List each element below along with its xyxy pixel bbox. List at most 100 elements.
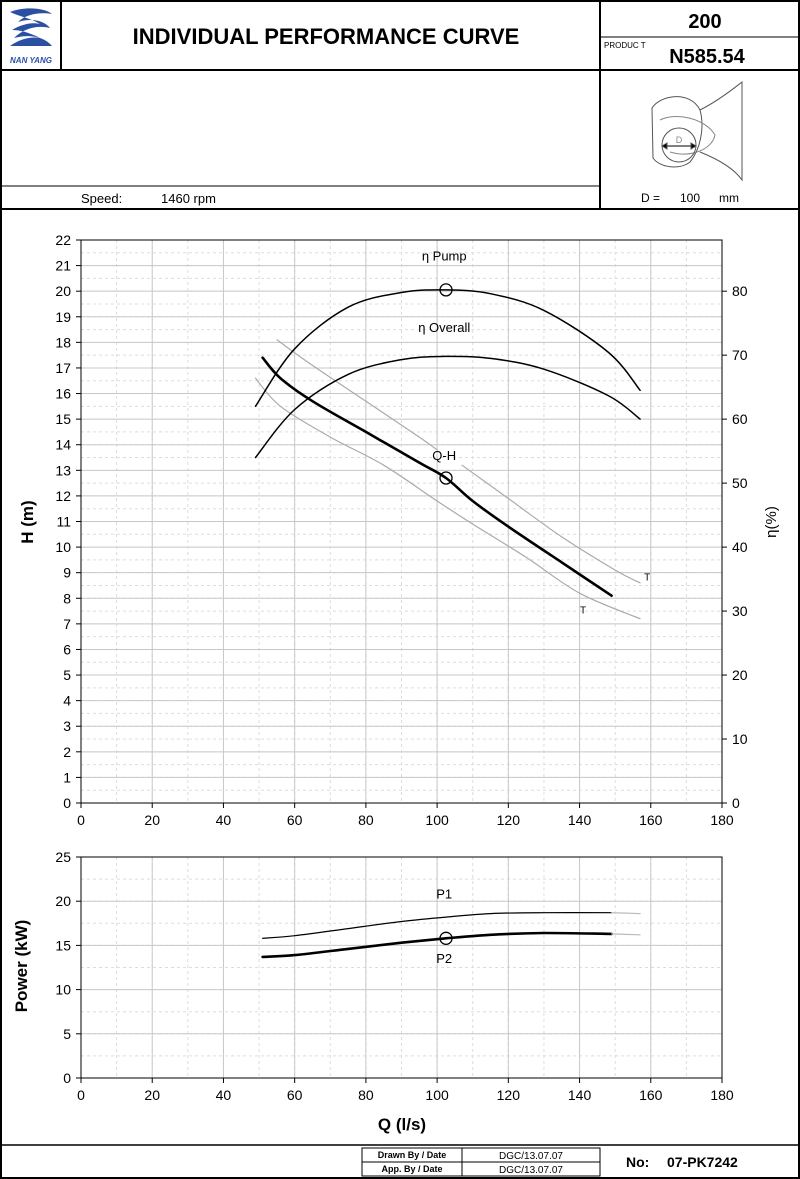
y2-tick-label: 80 bbox=[732, 283, 748, 299]
series-line-tolerance-2 bbox=[276, 339, 438, 451]
y-tick-label: 19 bbox=[55, 309, 71, 325]
power-chart-frame bbox=[80, 856, 723, 1079]
y-tick-label: 25 bbox=[55, 849, 71, 865]
duty-point-qh-marker bbox=[439, 471, 453, 485]
flow-axis-label: Q (l/s) bbox=[378, 1115, 426, 1134]
y-tick-label: 9 bbox=[63, 565, 71, 581]
head-chart-annotations: Q-H η Pump η Overall T T bbox=[418, 248, 650, 616]
product-code: N585.54 bbox=[669, 46, 745, 68]
series-line-p2 bbox=[611, 933, 641, 936]
page-title: INDIVIDUAL PERFORMANCE CURVE bbox=[133, 24, 520, 49]
power-chart-annotations: P1 P2 bbox=[436, 887, 453, 966]
efficiency-axis-label: η(%) bbox=[763, 506, 780, 538]
x-tick-label: 100 bbox=[425, 1087, 449, 1103]
x-tick-label: 0 bbox=[77, 812, 85, 828]
nanyang-logo: NAN YANG bbox=[10, 8, 52, 65]
y-tick-label: 2 bbox=[63, 744, 71, 760]
x-tick-label: 160 bbox=[639, 1087, 663, 1103]
series-line-p2 bbox=[261, 931, 613, 959]
impeller-blade-icon bbox=[651, 96, 703, 168]
x-tick-label: 60 bbox=[287, 812, 303, 828]
approved-by-label: App. By / Date bbox=[381, 1164, 442, 1174]
series-line-p1 bbox=[262, 912, 613, 939]
diameter-unit: mm bbox=[719, 191, 739, 205]
series-line-overall bbox=[254, 355, 641, 459]
x-tick-label: 40 bbox=[216, 812, 232, 828]
series-line-tolerance-3 bbox=[461, 464, 641, 584]
curve-label: T bbox=[580, 606, 586, 617]
drawn-by-value: DGC/13.07.07 bbox=[499, 1151, 563, 1162]
power-chart-grid bbox=[80, 856, 723, 1079]
y-tick-label: 5 bbox=[63, 1026, 71, 1042]
y2-tick-label: 40 bbox=[732, 539, 748, 555]
x-tick-label: 180 bbox=[710, 812, 734, 828]
y2-tick-label: 30 bbox=[732, 603, 748, 619]
x-tick-label: 80 bbox=[358, 1087, 374, 1103]
x-tick-label: 120 bbox=[497, 1087, 521, 1103]
y-tick-label: 4 bbox=[63, 693, 71, 709]
y-tick-label: 10 bbox=[55, 982, 71, 998]
x-tick-label: 100 bbox=[425, 812, 449, 828]
x-tick-label: 80 bbox=[358, 812, 374, 828]
curve-label: P2 bbox=[436, 951, 452, 966]
head-chart-ticks: 0 20 40 60 80 100 120 140 160 1800123456789101112… bbox=[55, 232, 747, 828]
y2-tick-label: 10 bbox=[732, 731, 748, 747]
x-tick-label: 120 bbox=[497, 812, 521, 828]
y-tick-label: 10 bbox=[55, 539, 71, 555]
series-line-tolerance-1 bbox=[254, 377, 641, 620]
series-line-p1 bbox=[611, 912, 641, 915]
curve-label: T bbox=[644, 572, 650, 583]
y-tick-label: 20 bbox=[55, 893, 71, 909]
duty-point-power-marker bbox=[439, 931, 453, 945]
x-tick-label: 60 bbox=[287, 1087, 303, 1103]
x-tick-label: 140 bbox=[568, 812, 592, 828]
y-tick-label: 18 bbox=[55, 334, 71, 350]
head-efficiency-chart: 0 20 40 60 80 100 120 140 160 1800123456789101112… bbox=[18, 232, 780, 828]
x-tick-label: 160 bbox=[639, 812, 663, 828]
series-line-pump bbox=[254, 289, 641, 408]
logo-mark-icon bbox=[10, 8, 52, 46]
y-tick-label: 16 bbox=[55, 386, 71, 402]
impeller-shroud-icon bbox=[699, 80, 743, 182]
head-axis-label: H (m) bbox=[18, 500, 37, 543]
impeller-hub-icon bbox=[661, 127, 697, 163]
power-chart-ticks: 0 20 40 60 80 100 120 140 160 180 0 5 10 15 20 25 bbox=[55, 849, 733, 1103]
x-tick-label: 180 bbox=[710, 1087, 734, 1103]
x-tick-label: 20 bbox=[144, 812, 160, 828]
drawn-by-label: Drawn By / Date bbox=[378, 1150, 447, 1160]
curve-label: η Overall bbox=[418, 320, 470, 335]
logo-text: NAN YANG bbox=[10, 56, 52, 65]
y-tick-label: 12 bbox=[55, 488, 71, 504]
y2-tick-label: 50 bbox=[732, 475, 748, 491]
y-tick-label: 15 bbox=[55, 937, 71, 953]
y-tick-label: 0 bbox=[63, 795, 71, 811]
y-tick-label: 15 bbox=[55, 411, 71, 427]
approved-by-value: DGC/13.07.07 bbox=[499, 1165, 563, 1176]
drawing-number-value: 07-PK7242 bbox=[667, 1154, 738, 1170]
diameter-letter: D bbox=[676, 135, 683, 145]
y-tick-label: 6 bbox=[63, 641, 71, 657]
curve-label: Q-H bbox=[432, 448, 456, 463]
head-chart-series bbox=[254, 289, 641, 620]
speed-value: 1460 rpm bbox=[161, 191, 216, 206]
y-tick-label: 14 bbox=[55, 437, 71, 453]
y-tick-label: 3 bbox=[63, 718, 71, 734]
approval-table: Drawn By / Date DGC/13.07.07 App. By / D… bbox=[361, 1147, 601, 1177]
y-tick-label: 21 bbox=[55, 258, 71, 274]
product-label: PRODUC T bbox=[604, 41, 646, 50]
y-tick-label: 5 bbox=[63, 667, 71, 683]
diameter-value: 100 bbox=[680, 191, 700, 205]
power-chart-series bbox=[261, 912, 641, 959]
y-tick-label: 22 bbox=[55, 232, 71, 248]
y-tick-label: 17 bbox=[55, 360, 71, 376]
y-tick-label: 0 bbox=[63, 1070, 71, 1086]
y2-tick-label: 20 bbox=[732, 667, 748, 683]
curve-label: η Pump bbox=[422, 248, 467, 263]
x-tick-label: 20 bbox=[144, 1087, 160, 1103]
model-number: 200 bbox=[688, 11, 721, 33]
x-tick-label: 40 bbox=[216, 1087, 232, 1103]
series-line-q-h bbox=[261, 356, 613, 597]
